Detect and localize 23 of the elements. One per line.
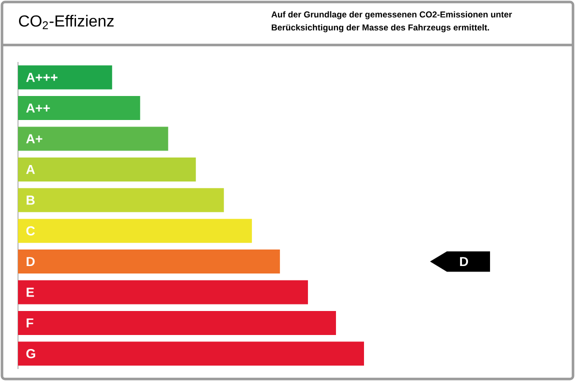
- y-tick-label: F: [26, 318, 34, 328]
- chart-title: CO$_{2}$-Effizienz: [19, 14, 114, 30]
- y-tick-label: A+: [26, 134, 42, 144]
- bar: [18, 218, 252, 243]
- bar: [18, 310, 336, 335]
- y-tick-label: C: [26, 226, 35, 236]
- y-tick-label: B: [26, 196, 35, 205]
- text: D: [460, 257, 468, 266]
- bar: [18, 280, 308, 304]
- bar: [18, 188, 224, 212]
- y-tick-label: A++: [26, 104, 50, 113]
- bar: [18, 157, 196, 182]
- bar: [18, 250, 280, 274]
- y-tick-label: D: [26, 257, 35, 266]
- bar: [18, 126, 168, 151]
- text: Auf der Grundlage der gemessenen CO2-Emissionen unter Berücksichtigung der Masse des Fahrzeugs ermittelt.: [271, 11, 512, 32]
- bar: [18, 342, 364, 366]
- bar: [18, 65, 112, 90]
- y-tick-label: A+++: [26, 72, 58, 82]
- y-tick-label: A: [26, 164, 35, 174]
- y-tick-label: E: [26, 288, 34, 297]
- y-tick-label: G: [26, 349, 36, 358]
- bar: [18, 96, 140, 120]
